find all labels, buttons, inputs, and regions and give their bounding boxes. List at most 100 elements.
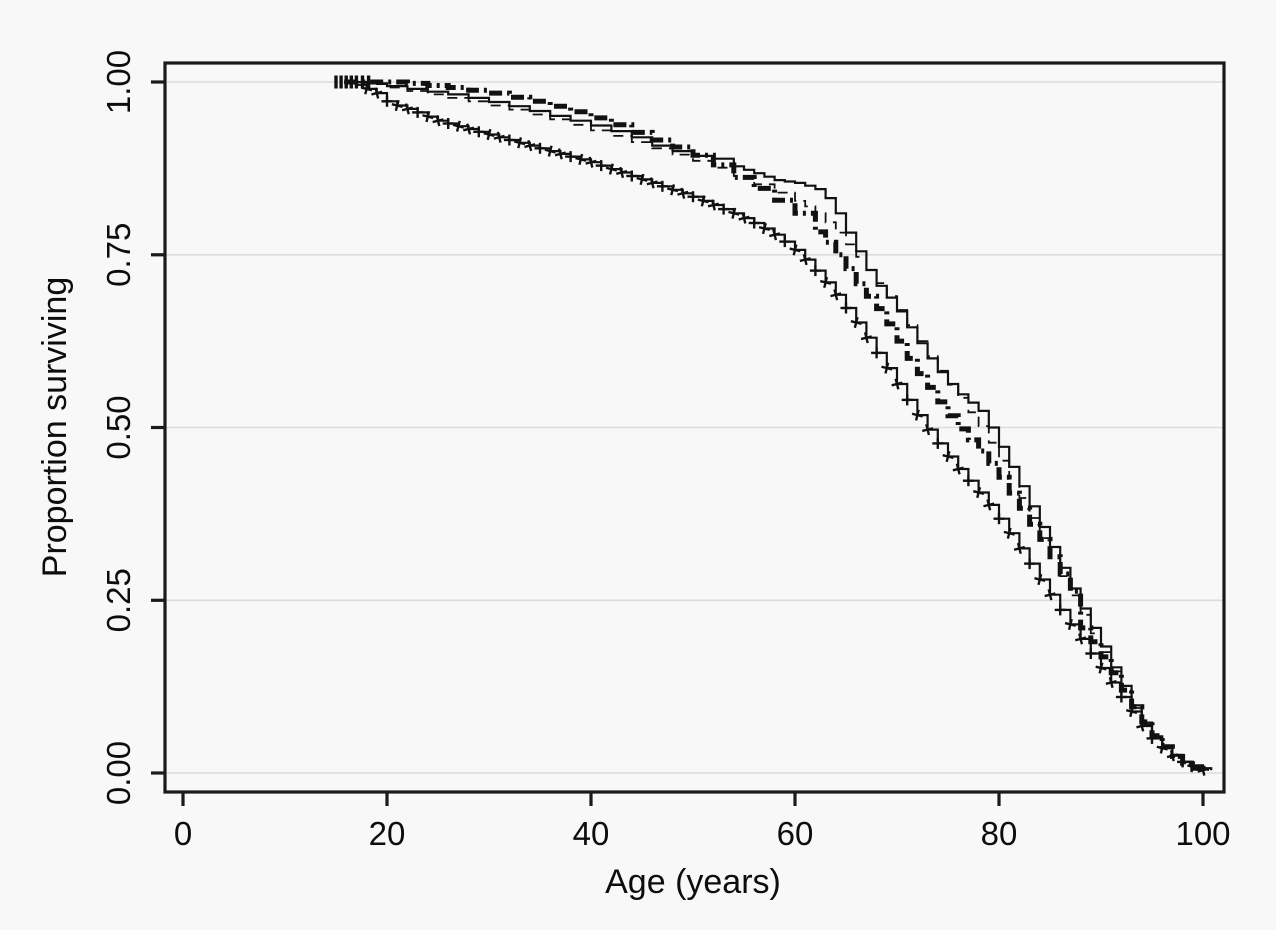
plus-mark — [819, 276, 832, 289]
plus-mark — [1177, 756, 1189, 768]
plus-mark — [962, 475, 974, 487]
plus-mark — [1085, 648, 1097, 659]
plus-mark — [942, 450, 954, 463]
plus-mark — [860, 332, 873, 344]
x-axis: 0 20 40 60 80 100 — [174, 792, 1231, 852]
plus-mark — [1003, 527, 1015, 539]
plus-mark — [1125, 705, 1138, 718]
plus-mark — [503, 134, 515, 146]
plus-mark — [1013, 542, 1026, 555]
x-axis-title: Age (years) — [605, 863, 781, 901]
plus-mark — [911, 409, 924, 421]
plus-mark — [993, 513, 1005, 525]
plus-mark — [1115, 691, 1127, 703]
x-tick-label: 20 — [369, 815, 406, 852]
plus-mark — [1156, 742, 1168, 754]
plus-mark — [840, 302, 852, 314]
plus-mark — [901, 394, 913, 406]
plus-mark — [850, 316, 862, 329]
plus-mark — [666, 184, 679, 196]
plus-mark — [605, 163, 618, 175]
plus-mark — [473, 126, 485, 138]
plus-mark — [513, 137, 526, 149]
x-tick-label: 80 — [981, 815, 1018, 852]
plus-mark — [412, 106, 424, 118]
plus-mark — [615, 166, 628, 179]
y-tick-label: 0.25 — [100, 568, 137, 632]
x-tick-label: 40 — [573, 815, 610, 852]
x-tick-label: 100 — [1175, 815, 1230, 852]
plus-mark — [1064, 618, 1077, 631]
plus-mark — [636, 173, 648, 186]
plus-mark — [493, 131, 505, 143]
plus-mark — [1197, 764, 1209, 776]
gridlines — [165, 81, 1224, 774]
plus-mark — [462, 123, 475, 135]
plus-mark — [626, 170, 638, 182]
plus-mark — [738, 212, 750, 224]
plus-mark — [768, 229, 781, 241]
plus-mark — [1166, 750, 1179, 762]
plus-mark — [554, 148, 567, 160]
plus-mark — [371, 87, 383, 99]
plus-mark — [983, 499, 995, 511]
plus-mark — [565, 151, 577, 163]
x-tick-label: 60 — [777, 815, 814, 852]
plus-mark — [779, 236, 791, 248]
plus-mark — [1105, 676, 1117, 689]
plus-mark — [758, 222, 771, 235]
y-tick-label: 0.50 — [100, 395, 137, 459]
curve-dashdot-thick — [344, 79, 1206, 771]
plus-mark — [809, 265, 821, 277]
plus-mark — [534, 142, 546, 154]
plus-mark — [432, 115, 444, 127]
plus-mark — [707, 199, 720, 211]
plus-mark — [401, 103, 414, 115]
plus-mark — [544, 145, 556, 157]
plus-mark — [1095, 662, 1107, 674]
plus-mark — [646, 177, 658, 189]
plus-mark — [452, 120, 465, 132]
plus-mark — [748, 217, 760, 229]
plus-mark — [697, 195, 709, 207]
y-axis-title: Proportion surviving — [36, 277, 74, 577]
y-tick-label: 0.75 — [100, 223, 137, 287]
plus-mark — [381, 95, 393, 107]
plus-mark — [677, 187, 689, 199]
plus-mark — [1146, 732, 1158, 744]
x-tick-label: 0 — [174, 815, 192, 852]
plus-mark — [1054, 604, 1066, 616]
plus-mark — [585, 156, 597, 168]
plus-mark — [687, 191, 699, 203]
plus-censor-marks — [360, 83, 1209, 776]
y-axis: 1.00 0.75 0.50 0.25 0.00 — [100, 50, 165, 805]
plus-mark — [483, 128, 495, 141]
plus-mark — [891, 378, 903, 390]
plus-mark — [1034, 573, 1046, 586]
plus-mark — [442, 118, 454, 129]
plus-mark — [575, 153, 587, 166]
plus-mark — [1044, 589, 1056, 601]
curve-plus-censored — [344, 80, 1205, 771]
curve-solid — [344, 80, 1213, 771]
plus-mark — [789, 244, 801, 256]
plus-mark — [391, 99, 403, 112]
plus-mark — [1187, 761, 1199, 773]
plus-mark — [656, 180, 668, 192]
plus-mark — [1074, 633, 1087, 645]
plus-mark — [830, 289, 842, 301]
plus-mark — [871, 347, 883, 359]
plus-mark — [1024, 558, 1036, 570]
plus-mark — [932, 437, 944, 449]
plus-mark — [799, 253, 811, 266]
plus-mark — [972, 486, 985, 499]
plus-mark — [595, 160, 607, 172]
plus-mark — [952, 463, 964, 475]
plus-mark — [422, 110, 434, 123]
survival-curves — [334, 75, 1213, 776]
plus-mark — [728, 207, 740, 219]
y-tick-label: 1.00 — [100, 50, 137, 114]
plus-mark — [881, 362, 893, 374]
start-censor-ticks — [334, 75, 371, 89]
